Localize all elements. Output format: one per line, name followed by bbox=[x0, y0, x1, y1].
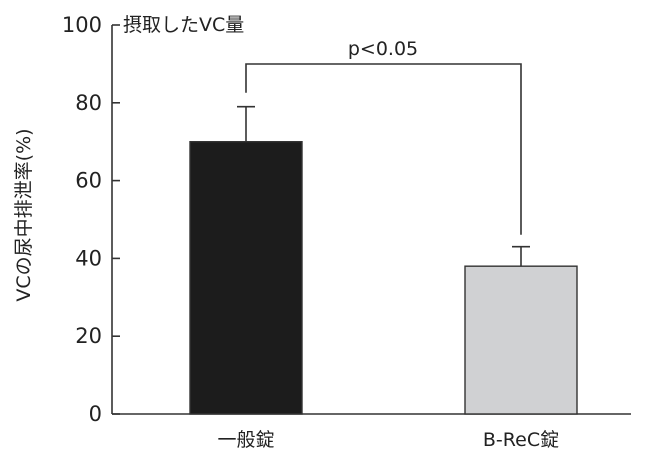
y-tick-label-100: 100 bbox=[62, 13, 102, 37]
significance-bracket bbox=[245, 63, 522, 235]
y-tick-label-60: 60 bbox=[75, 169, 102, 193]
chart-annotation: 摂取したVC量 bbox=[123, 14, 244, 36]
category-label-0: 一般錠 bbox=[217, 429, 274, 450]
significance-label: p<0.05 bbox=[348, 38, 418, 60]
y-axis-label: VCの尿中排泄率(%) bbox=[13, 128, 35, 301]
y-tick-label-0: 0 bbox=[89, 402, 102, 426]
y-tick-label-20: 20 bbox=[75, 324, 102, 348]
category-label-1: B-ReC錠 bbox=[483, 429, 559, 450]
bar-1 bbox=[464, 265, 578, 415]
y-tick-label-80: 80 bbox=[75, 91, 102, 115]
bar-0 bbox=[189, 140, 303, 415]
y-tick-label-40: 40 bbox=[75, 246, 102, 270]
